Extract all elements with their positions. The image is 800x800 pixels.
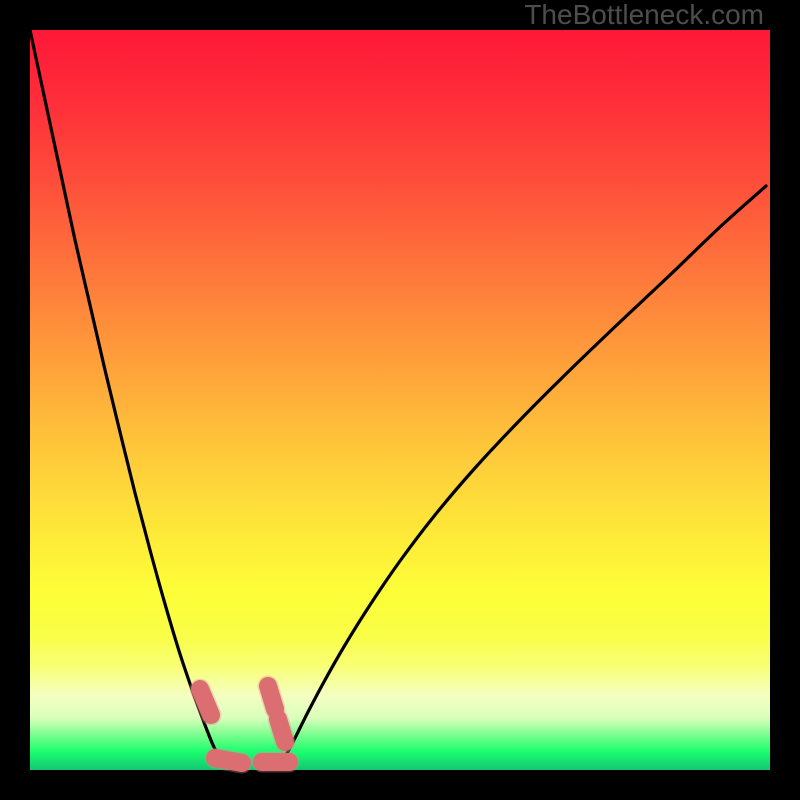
watermark-layer: TheBottleneck.com (0, 0, 800, 800)
watermark-text: TheBottleneck.com (524, 0, 764, 30)
